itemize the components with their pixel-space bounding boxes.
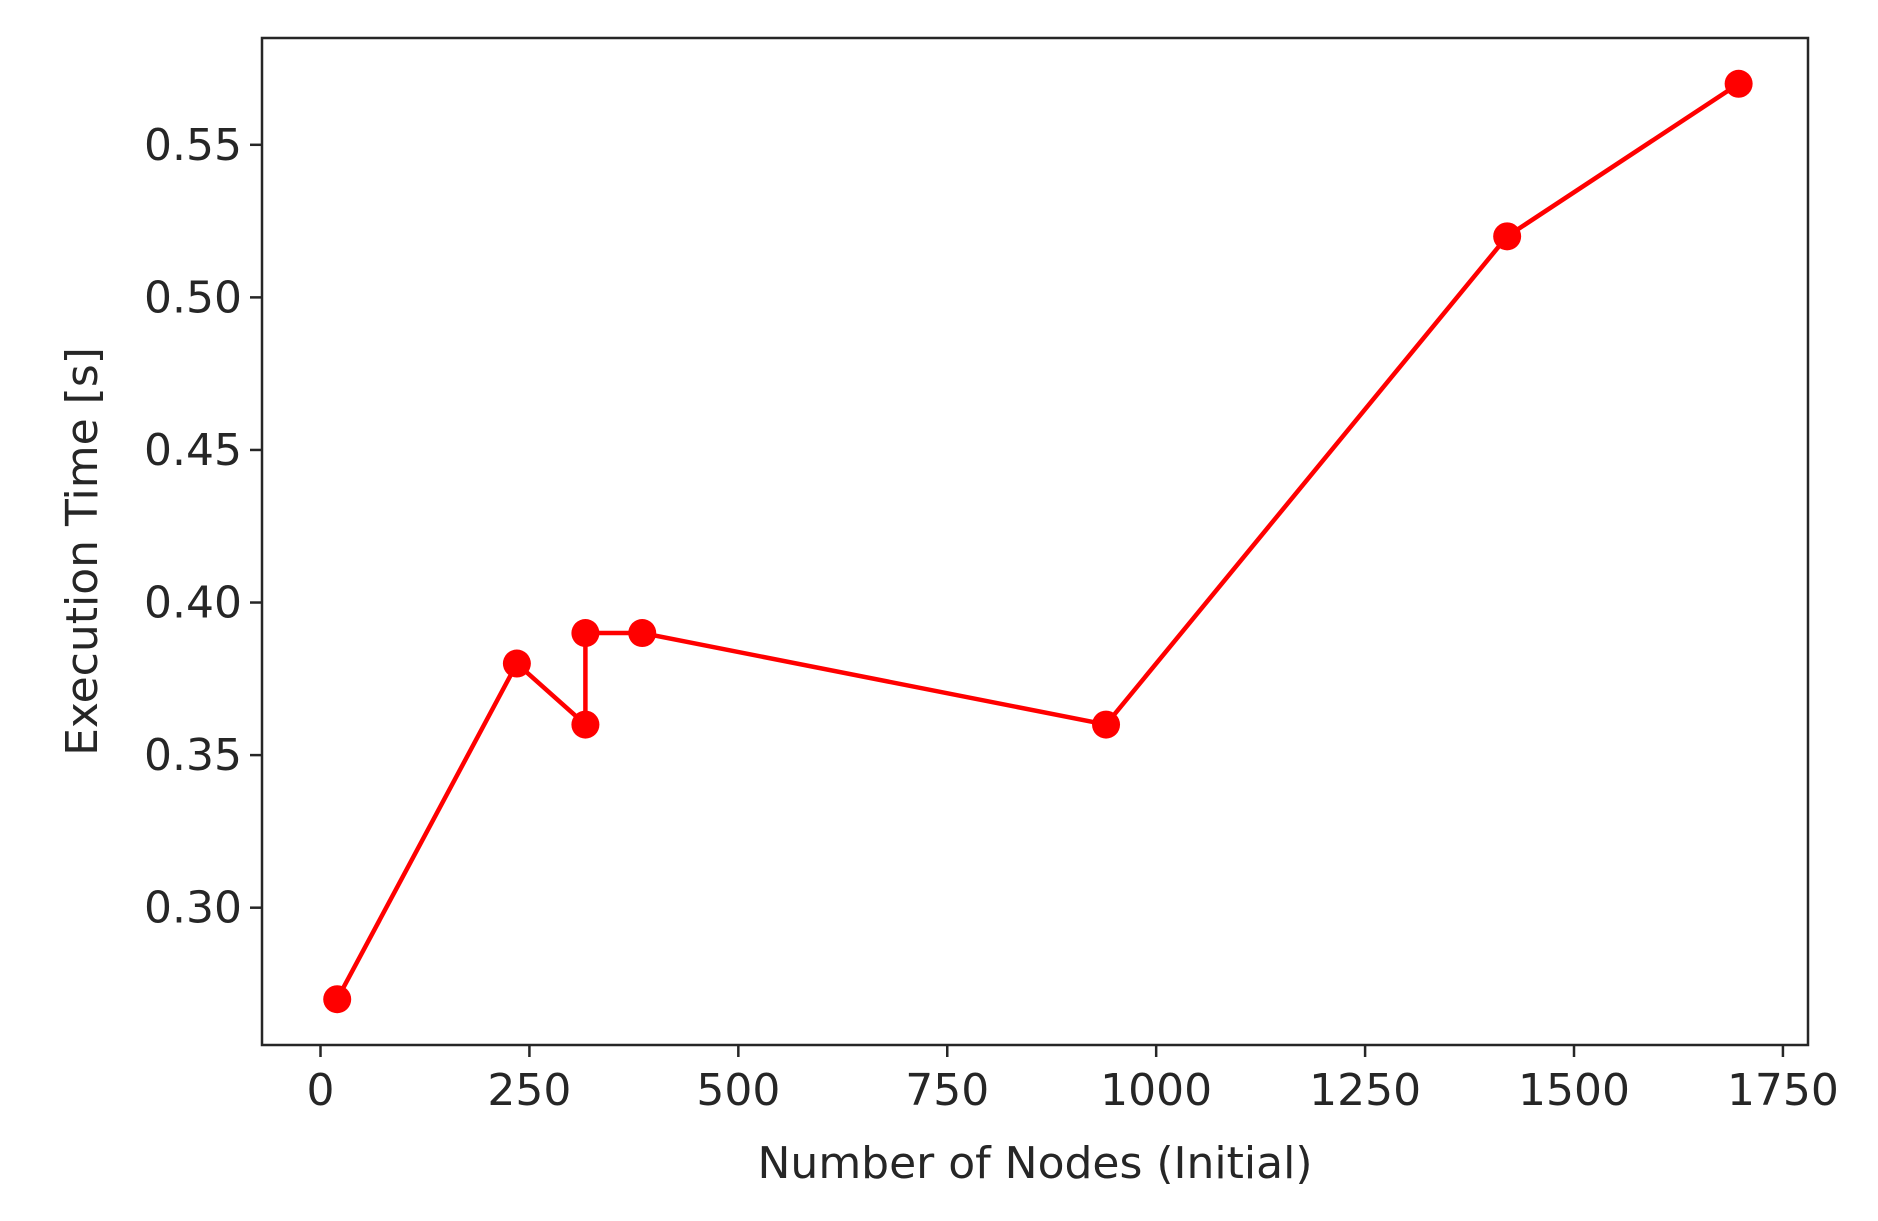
data-point [1493,222,1522,251]
x-tick-label: 500 [696,1065,780,1116]
series-line [335,81,1740,1001]
y-tick-label: 0.30 [144,883,242,934]
data-point [1092,710,1121,739]
x-tick-label: 0 [306,1065,334,1116]
x-axis: 0 250 500 750 1000 1250 1500 1750 [306,1045,1839,1116]
data-point [323,985,352,1014]
data-point [571,619,600,648]
x-axis-label: Number of Nodes (Initial) [758,1138,1313,1189]
y-axis-label: Execution Time [s] [57,347,108,756]
x-tick-label: 1750 [1727,1065,1839,1116]
series-layer [323,69,1753,1014]
y-tick-label: 0.55 [144,120,242,171]
x-tick-label: 750 [905,1065,989,1116]
y-axis: 0.30 0.35 0.40 0.45 0.50 0.55 [144,120,262,934]
y-tick-label: 0.40 [144,578,242,629]
x-tick-label: 1000 [1100,1065,1212,1116]
x-tick-label: 250 [487,1065,571,1116]
x-tick-label: 1500 [1518,1065,1630,1116]
plot-frame [260,36,1810,1047]
y-tick-label: 0.35 [144,730,242,781]
data-point [628,619,657,648]
data-point [571,710,600,739]
x-tick-label: 1250 [1309,1065,1421,1116]
y-tick-label: 0.50 [144,272,242,323]
data-point [502,649,531,678]
y-tick-label: 0.45 [144,425,242,476]
data-point [1724,69,1753,98]
